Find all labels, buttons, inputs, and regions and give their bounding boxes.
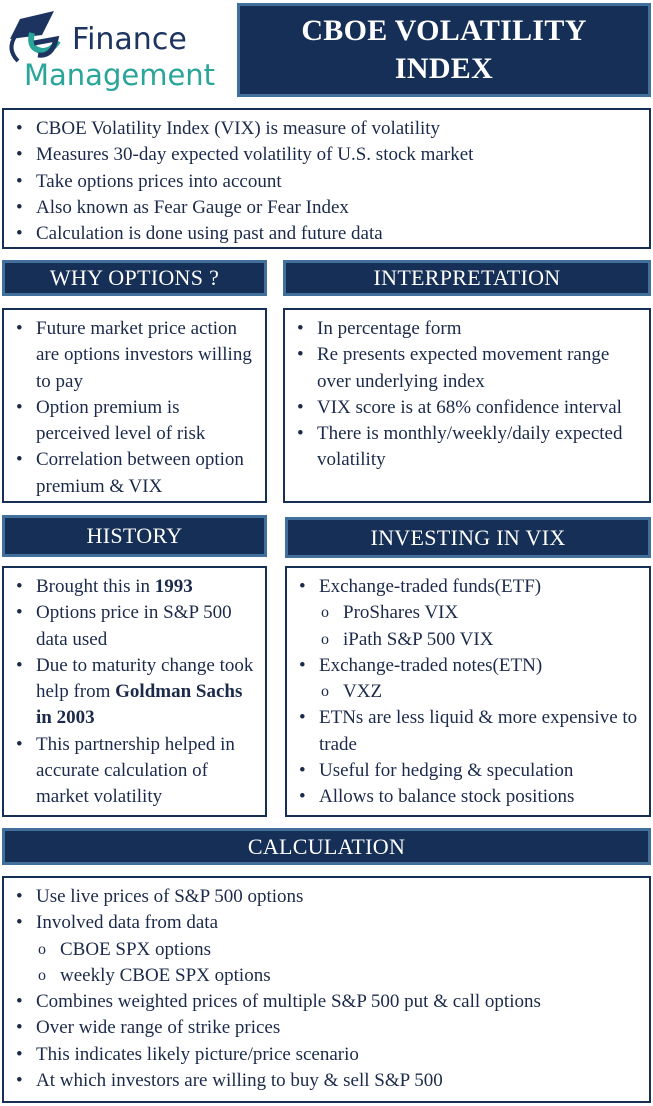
bullet-item: Exchange-traded notes(ETN) [299,653,641,680]
logo-management-text: Management [24,58,216,92]
bullet-bold-text: 1993 [154,576,193,597]
investing-list: Exchange-traded funds(ETF) ProShares VIX i… [295,574,641,811]
bullet-text: Useful for hedging & speculation [319,760,574,782]
calculation-heading: CALCULATION [2,828,651,865]
why-options-box: Future market price action are options i… [2,308,267,503]
bullet-text: Involved data from data [36,912,219,934]
bullet-item: CBOE Volatility Index (VIX) is measure o… [16,116,641,143]
bullet-item: Due to maturity change took help from Go… [16,653,257,732]
intro-list: CBOE Volatility Index (VIX) is measure o… [12,116,641,248]
bullet-item: Options price in S&P 500 data used [16,600,257,653]
bullet-text: Allows to balance stock positions [319,786,575,808]
bullet-item: Combines weighted prices of multiple S&P… [16,989,641,1016]
investing-box: Exchange-traded funds(ETF) ProShares VIX i… [285,566,651,817]
bullet-item: Correlation between option premium & VIX [16,447,257,500]
bullet-text: Options price in S&P 500 data used [36,602,232,650]
bullet-text: ProShares VIX [343,602,459,624]
history-list: Brought this in 1993Options price in S&P… [12,574,257,811]
page-title: CBOE VOLATILITY INDEX [237,3,651,97]
interpretation-box: In percentage formRe presents expected m… [283,308,651,503]
history-box: Brought this in 1993Options price in S&P… [2,566,267,817]
interpretation-list: In percentage formRe presents expected m… [293,316,641,474]
bullet-item: Take options prices into account [16,169,641,196]
logo-finance-text: Finance [72,22,187,57]
bullet-item: This partnership helped in accurate calc… [16,732,257,811]
sub-bullet-item: VXZ [321,679,641,706]
bullet-text: weekly CBOE SPX options [60,964,271,986]
why-options-heading: WHY OPTIONS ? [2,260,267,296]
bullet-text: VXZ [343,681,383,703]
bullet-item: In percentage form [297,316,641,343]
bullet-text: Exchange-traded funds(ETF) [319,576,542,597]
bullet-item: There is monthly/weekly/daily expected v… [297,421,641,474]
bullet-item: ETNs are less liquid & more expensive to… [299,705,641,758]
bullet-item: Brought this in 1993 [16,574,257,601]
bullet-text: iPath S&P 500 VIX [343,628,494,650]
bullet-item: At which investors are willing to buy & … [16,1068,641,1095]
logo: Finance Management [0,0,225,100]
bullet-text: ETNs are less liquid & more expensive to… [319,707,638,755]
intro-box: CBOE Volatility Index (VIX) is measure o… [2,108,651,249]
bullet-item: Future market price action are options i… [16,316,257,395]
bullet-item: Exchange-traded funds(ETF) [299,574,641,601]
bullet-text: Due to maturity change took help from [36,654,254,703]
bullet-bold-text: Goldman Sachs in 2003 [36,681,243,729]
bullet-item: VIX score is at 68% confidence interval [297,395,641,422]
graduation-cap-icon [9,11,61,63]
bullet-text: CBOE SPX options [60,938,211,960]
bullet-text: Exchange-traded notes(ETN) [319,654,543,676]
sub-bullet-item: iPath S&P 500 VIX [321,627,641,654]
sub-bullet-item: weekly CBOE SPX options [38,963,641,990]
bullet-text: At which investors are willing to buy & … [36,1070,443,1092]
bullet-item: This indicates likely picture/price scen… [16,1042,641,1069]
bullet-item: Involved data from data [16,910,641,937]
bullet-item: Over wide range of strike prices [16,1015,641,1042]
calculation-box: Use live prices of S&P 500 options Involv… [2,876,651,1103]
bullet-text: Use live prices of S&P 500 options [36,886,304,907]
bullet-text: This indicates likely picture/price scen… [36,1043,359,1065]
page-title-text: CBOE VOLATILITY INDEX [301,14,587,85]
investing-heading: INVESTING IN VIX [285,517,651,558]
bullet-text: This partnership helped in accurate calc… [36,733,235,808]
bullet-text: Over wide range of strike prices [36,1017,281,1039]
interpretation-heading: INTERPRETATION [283,260,651,296]
bullet-item: Option premium is perceived level of ris… [16,395,257,448]
sub-bullet-item: CBOE SPX options [38,937,641,964]
bullet-text: Brought this in [36,576,155,597]
calculation-list: Use live prices of S&P 500 options Involv… [12,884,641,1095]
bullet-item: Allows to balance stock positions [299,784,641,811]
why-options-list: Future market price action are options i… [12,316,257,500]
bullet-item: Also known as Fear Gauge or Fear Index [16,195,641,222]
bullet-item: Measures 30-day expected volatility of U… [16,142,641,169]
sub-bullet-item: ProShares VIX [321,600,641,627]
bullet-item: Useful for hedging & speculation [299,758,641,785]
history-heading: HISTORY [2,515,267,557]
bullet-item: Calculation is done using past and futur… [16,221,641,248]
bullet-text: Combines weighted prices of multiple S&P… [36,991,541,1013]
bullet-item: Re presents expected movement range over… [297,342,641,395]
bullet-item: Use live prices of S&P 500 options [16,884,641,911]
